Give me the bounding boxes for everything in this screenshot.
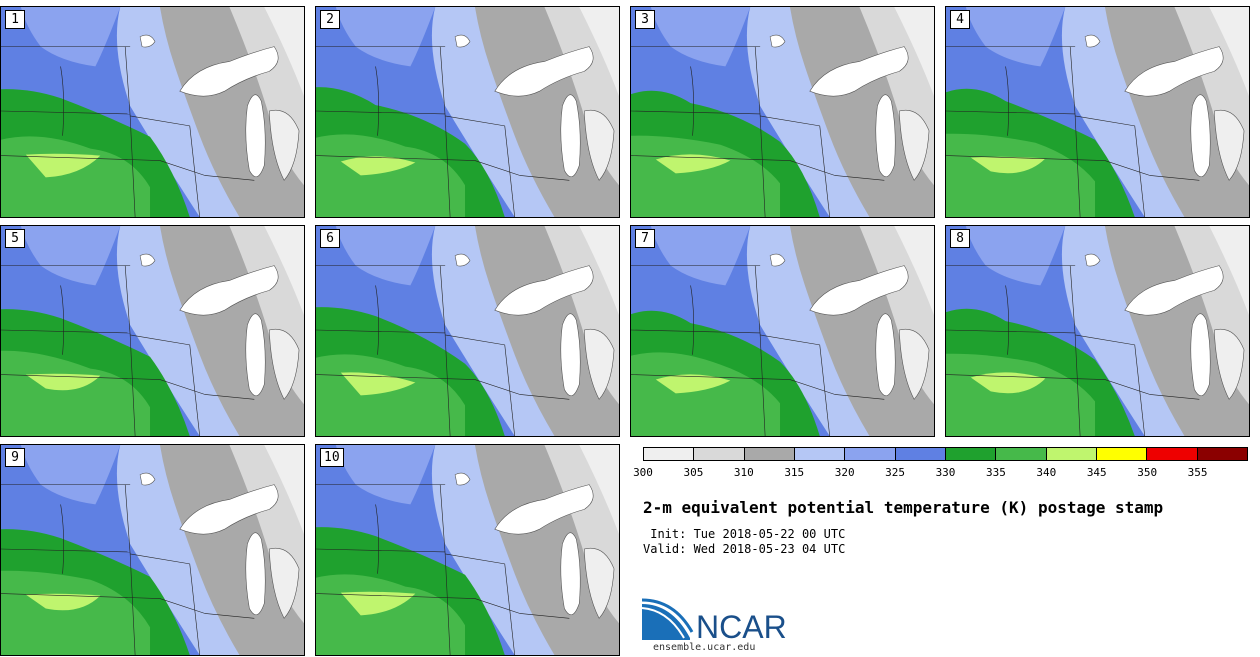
map-panel-7: 7 (630, 225, 935, 437)
map-panel-2: 2 (315, 6, 620, 218)
tick-label: 355 (1187, 466, 1208, 479)
tick-label: 335 (985, 466, 1006, 479)
color-swatch (744, 448, 795, 460)
color-bar (643, 447, 1248, 461)
init-time: Init: Tue 2018-05-22 00 UTC (643, 527, 846, 541)
tick-label: 305 (683, 466, 704, 479)
tick-label: 315 (784, 466, 805, 479)
panel-number: 6 (320, 229, 340, 248)
map-panel-9: 9 (0, 444, 305, 656)
panel-number: 8 (950, 229, 970, 248)
color-swatch (694, 448, 745, 460)
panel-number: 2 (320, 10, 340, 29)
color-swatch (895, 448, 946, 460)
map-panel-3: 3 (630, 6, 935, 218)
panel-number: 10 (320, 448, 344, 467)
tick-label: 300 (633, 466, 653, 479)
panel-number: 7 (635, 229, 655, 248)
color-swatch (644, 448, 695, 460)
map-panel-10: 10 (315, 444, 620, 656)
color-swatch (1046, 448, 1097, 460)
panel-number: 9 (5, 448, 25, 467)
tick-label: 340 (1036, 466, 1057, 479)
valid-time: Valid: Wed 2018-05-23 04 UTC (643, 542, 846, 556)
color-swatch (845, 448, 896, 460)
map-panel-5: 5 (0, 225, 305, 437)
color-swatch (794, 448, 846, 460)
color-swatch (1197, 448, 1247, 460)
map-panel-8: 8 (945, 225, 1250, 437)
color-swatch (1147, 448, 1198, 460)
panel-number: 5 (5, 229, 25, 248)
tick-label: 320 (834, 466, 855, 479)
color-swatch (1096, 448, 1148, 460)
color-bar-ticks: 300 305 310 315 320 325 330 335 340 345 350 355 (633, 466, 1248, 480)
plot-title: 2-m equivalent potential temperature (K)… (643, 498, 1164, 517)
color-swatch (996, 448, 1047, 460)
panel-number: 4 (950, 10, 970, 29)
color-swatch (945, 448, 997, 460)
panel-number: 1 (5, 10, 25, 29)
tick-label: 325 (885, 466, 906, 479)
map-panel-6: 6 (315, 225, 620, 437)
logo-text: NCAR (696, 609, 787, 643)
ncar-logo: NCAR (642, 598, 787, 643)
tick-label: 345 (1086, 466, 1107, 479)
tick-label: 310 (733, 466, 754, 479)
map-panel-4: 4 (945, 6, 1250, 218)
logo-url: ensemble.ucar.edu (653, 642, 756, 653)
tick-label: 350 (1137, 466, 1158, 479)
panel-number: 3 (635, 10, 655, 29)
map-panel-1: 1 (0, 6, 305, 218)
tick-label: 330 (935, 466, 956, 479)
